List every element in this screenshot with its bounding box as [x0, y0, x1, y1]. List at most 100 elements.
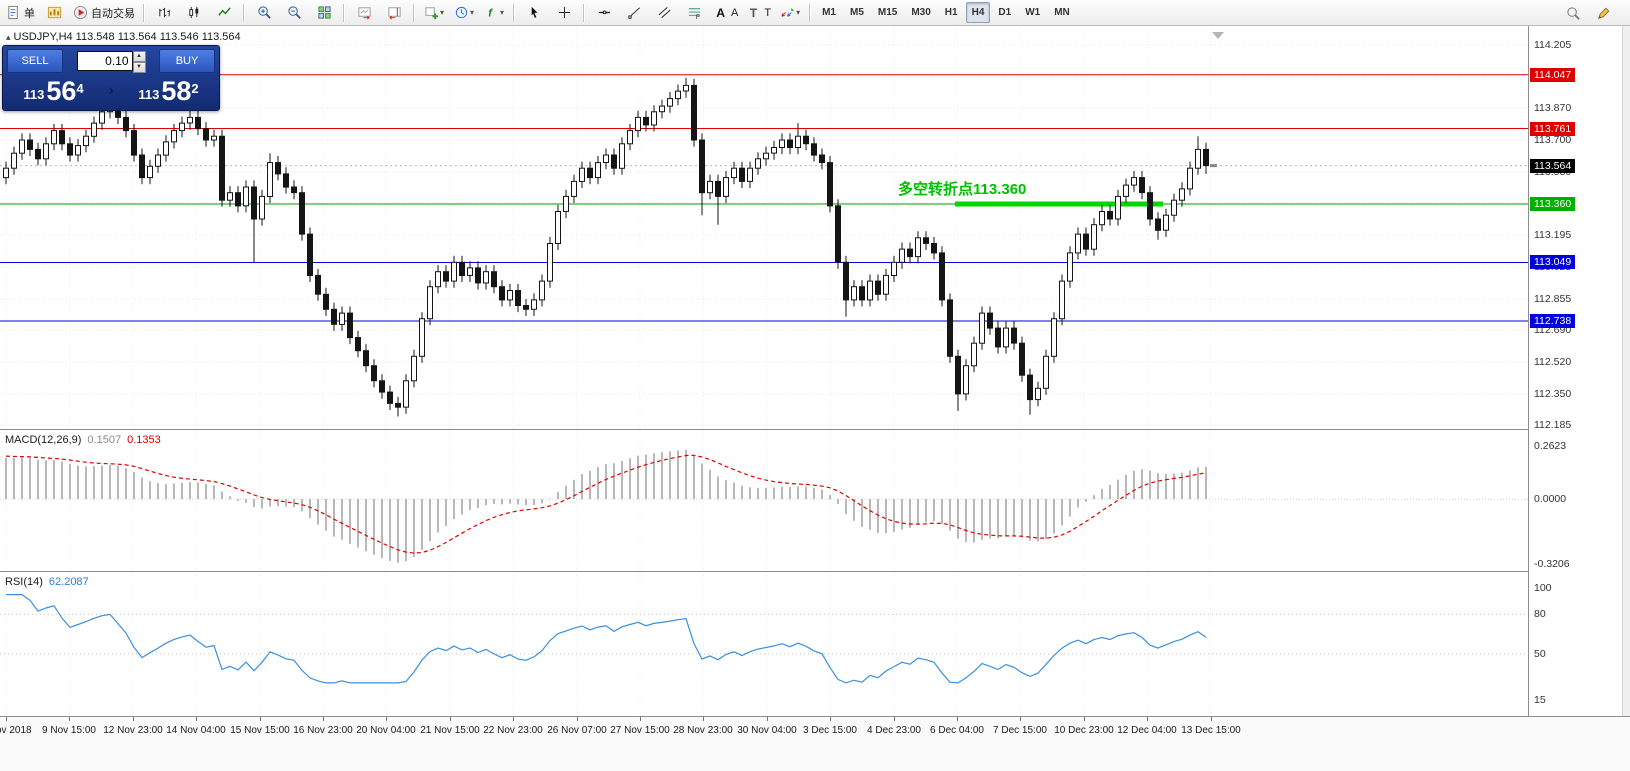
trendline-button[interactable] — [620, 1, 648, 25]
edit-pencil-button[interactable] — [1589, 1, 1617, 25]
edit-pencil-icon — [1596, 6, 1611, 21]
timeframe-d1-button[interactable]: D1 — [998, 7, 1012, 18]
line-chart-button[interactable] — [210, 1, 238, 25]
pivot-annotation: 多空转折点113.360 — [898, 181, 1027, 198]
time-axis-label: 7 Dec 15:00 — [993, 725, 1047, 736]
candlestick-chart-button[interactable] — [180, 1, 208, 25]
toolbar-separator — [243, 3, 245, 22]
price-axis-label: 112.350 — [1534, 388, 1572, 400]
volume-down-icon[interactable]: ▼ — [132, 62, 146, 73]
rsi-axis-label: 80 — [1534, 608, 1546, 620]
svg-text:F: F — [695, 14, 699, 20]
zoom-out-button[interactable] — [280, 1, 308, 25]
volume-stepper[interactable]: ▲ ▼ — [132, 51, 146, 73]
rsi-panel[interactable] — [0, 572, 1528, 716]
time-tick — [1211, 717, 1212, 721]
timeframe-m1-button[interactable]: M1 — [822, 7, 836, 18]
price-chart[interactable] — [0, 26, 1528, 430]
spread-divider-icon: › — [108, 82, 114, 99]
trendline-icon — [627, 5, 642, 20]
chevron-down-icon: ▾ — [499, 8, 504, 17]
shapes-button[interactable]: ▾ — [776, 1, 804, 25]
chevron-down-icon: ▾ — [469, 8, 474, 17]
timeframe-m30-button[interactable]: M30 — [911, 7, 931, 18]
fibonacci-button[interactable]: F — [680, 1, 708, 25]
horizontal-line-button[interactable] — [590, 1, 618, 25]
timeframe-h4-button[interactable]: H4 — [965, 2, 991, 23]
timeframe-h1-button[interactable]: H1 — [944, 7, 958, 18]
time-axis-label: 26 Nov 07:00 — [547, 725, 607, 736]
sell-button[interactable]: SELL — [7, 49, 63, 73]
price-axis-label: 113.870 — [1534, 102, 1572, 114]
toolbar-separator — [343, 3, 345, 22]
zoom-in-button[interactable] — [250, 1, 278, 25]
macd-canvas — [0, 430, 1528, 572]
timeframe-m15-button[interactable]: M15 — [877, 7, 898, 18]
timeframe-w1-button[interactable]: W1 — [1025, 7, 1041, 18]
cycles-button[interactable]: ▾ — [450, 1, 478, 25]
timeframe-mn-button[interactable]: MN — [1054, 7, 1070, 18]
time-tick — [577, 717, 578, 721]
bid-price-button[interactable]: 113 56 4 — [3, 74, 104, 108]
time-tick — [830, 717, 831, 721]
bid-figure: 113 — [23, 87, 45, 102]
timeframe-m5-button[interactable]: M5 — [849, 7, 864, 18]
new-chart-icon — [424, 5, 439, 20]
svg-text:T: T — [750, 6, 758, 20]
time-axis-label: 12 Nov 23:00 — [103, 725, 163, 736]
time-tick — [6, 717, 7, 721]
indicators-icon: f — [484, 5, 499, 20]
macd-panel[interactable] — [0, 430, 1528, 572]
tile-windows-icon — [317, 5, 332, 20]
price-axis-label: 112.185 — [1534, 419, 1572, 431]
cursor-button[interactable] — [520, 1, 548, 25]
chart-title: ▴ USDJPY,H4 113.548 113.564 113.546 113.5… — [6, 31, 241, 43]
bar-chart-icon — [157, 5, 172, 20]
level-price-badge: 113.360 — [1530, 197, 1576, 211]
volume-up-icon[interactable]: ▲ — [132, 51, 146, 62]
bar-chart-button[interactable] — [150, 1, 178, 25]
volume-input[interactable] — [76, 51, 133, 71]
charts-icon — [47, 5, 62, 20]
buy-button[interactable]: BUY — [159, 49, 215, 73]
autotrading-button[interactable]: 自动交易 — [70, 1, 138, 25]
one-click-trading-panel: SELL ▲▼ BUY 113 56 4 › 113 58 2 — [2, 45, 220, 111]
toolbar-separator — [143, 3, 145, 22]
new-order-button[interactable]: 单 — [3, 1, 38, 25]
rsi-axis-label: 50 — [1534, 648, 1546, 660]
magnifier-icon — [1566, 6, 1581, 21]
time-tick — [260, 717, 261, 721]
crosshair-icon — [557, 5, 572, 20]
indicators-button[interactable]: f ▾ — [480, 1, 508, 25]
chart-title-text: USDJPY,H4 113.548 113.564 113.546 113.56… — [13, 31, 241, 43]
time-tick — [640, 717, 641, 721]
tile-windows-button[interactable] — [310, 1, 338, 25]
new-chart-button[interactable]: ▾ — [420, 1, 448, 25]
ask-price-button[interactable]: 113 58 2 — [118, 74, 219, 108]
vertical-scrollbar[interactable] — [1622, 26, 1630, 744]
svg-text:A: A — [716, 6, 725, 20]
time-tick — [513, 717, 514, 721]
auto-scroll-button[interactable] — [350, 1, 378, 25]
magnifier-button[interactable] — [1559, 1, 1587, 25]
charts-button[interactable] — [40, 1, 68, 25]
time-axis-label: 3 Dec 15:00 — [803, 725, 857, 736]
macd-main-value: 0.1507 — [87, 434, 122, 446]
auto-scroll-icon — [357, 5, 372, 20]
crosshair-button[interactable] — [550, 1, 578, 25]
rsi-line — [6, 594, 1207, 684]
channel-button[interactable] — [650, 1, 678, 25]
macd-signal-value: 0.1353 — [127, 434, 161, 446]
time-tick — [1020, 717, 1021, 721]
chart-shift-button[interactable] — [380, 1, 408, 25]
time-axis-label: 22 Nov 23:00 — [483, 725, 543, 736]
chevron-down-icon: ▾ — [796, 8, 801, 17]
oct-collapse-icon[interactable]: ▴ — [6, 32, 11, 42]
ask-figure: 113 — [138, 87, 160, 102]
toolbar-separator — [513, 3, 515, 22]
text-icon: A — [713, 5, 728, 20]
fibonacci-icon: F — [687, 5, 702, 20]
time-axis-label: 6 Dec 04:00 — [930, 725, 984, 736]
